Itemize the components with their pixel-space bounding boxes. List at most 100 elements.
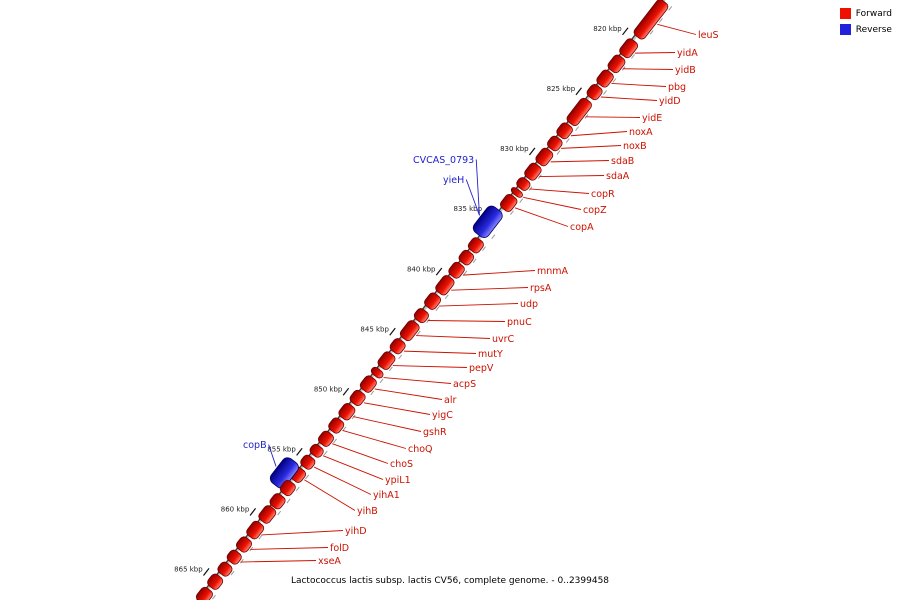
gene-label-choQ[interactable]: choQ	[408, 444, 433, 455]
gene-label-pbg[interactable]: pbg	[668, 82, 686, 93]
gene-box-sdaB[interactable]	[534, 146, 555, 167]
gene-box-pepV[interactable]	[376, 350, 397, 371]
gene-label-copB[interactable]: copB	[243, 440, 267, 451]
genome-title: Lactococcus lactis subsp. lactis CV56, c…	[290, 576, 610, 586]
major-tick-865	[203, 568, 210, 576]
leader-line-yihA1	[313, 466, 372, 495]
gene-label-yihD[interactable]: yihD	[345, 526, 367, 537]
minor-tick-853	[333, 438, 337, 444]
gene-box-copR[interactable]	[515, 176, 532, 192]
gene-label-yigC[interactable]: yigC	[432, 410, 453, 421]
gene-label-copR[interactable]: copR	[591, 189, 615, 200]
gene-label-sdaA[interactable]: sdaA	[606, 171, 630, 182]
tick-label-850: 850 kbp	[314, 385, 343, 393]
gene-box-unlabeled[interactable]	[206, 572, 225, 591]
minor-tick-821	[631, 54, 635, 59]
gene-box-copA[interactable]	[499, 193, 519, 214]
gene-label-leuS[interactable]: leuS	[698, 30, 719, 41]
gene-label-udp[interactable]: udp	[520, 299, 538, 310]
leader-line-pnuC	[427, 320, 506, 322]
gene-label-yidE[interactable]: yidE	[642, 113, 662, 124]
gene-box-rpsA[interactable]	[434, 274, 456, 297]
gene-box-unlabeled[interactable]	[268, 492, 287, 511]
gene-label-yidB[interactable]: yidB	[675, 65, 696, 76]
gene-label-copZ[interactable]: copZ	[583, 205, 607, 216]
gene-label-yidA[interactable]: yidA	[677, 48, 698, 59]
minor-tick-864	[230, 570, 235, 576]
gene-box-acpS[interactable]	[370, 366, 385, 380]
gene-box-uvrC[interactable]	[399, 319, 421, 343]
gene-box-unlabeled[interactable]	[257, 504, 278, 525]
gene-box-sdaA[interactable]	[523, 161, 543, 182]
gene-box-mnmA[interactable]	[447, 261, 466, 280]
gene-box-copB[interactable]	[268, 455, 301, 490]
gene-box-unlabeled[interactable]	[467, 236, 486, 255]
gene-label-CVCAS_0793[interactable]: CVCAS_0793	[413, 155, 474, 166]
gene-label-choS[interactable]: choS	[390, 459, 413, 470]
gene-box-unlabeled[interactable]	[278, 479, 297, 498]
gene-label-noxB[interactable]: noxB	[623, 141, 647, 152]
gene-box-copZ[interactable]	[510, 186, 524, 199]
tick-label-825: 825 kbp	[547, 85, 576, 93]
gene-label-copA[interactable]: copA	[570, 222, 594, 233]
gene-label-yieH[interactable]: yieH	[443, 175, 464, 186]
legend-forward-label: Forward	[855, 8, 892, 19]
gene-box-choS[interactable]	[317, 429, 336, 448]
leader-line-yidE	[585, 116, 641, 118]
minor-tick-859	[277, 510, 282, 516]
gene-label-alr[interactable]: alr	[444, 395, 456, 406]
gene-box-leuS[interactable]	[632, 0, 669, 41]
leader-line-sdaB	[550, 160, 610, 163]
gene-label-yidD[interactable]: yidD	[659, 96, 681, 107]
gene-box-alr[interactable]	[359, 374, 379, 394]
gene-box-folD[interactable]	[235, 535, 254, 554]
gene-label-mutY[interactable]: mutY	[478, 349, 503, 360]
gene-box-mutY[interactable]	[388, 337, 407, 356]
gene-label-uvrC[interactable]: uvrC	[492, 334, 515, 345]
gene-label-noxA[interactable]: noxA	[629, 127, 653, 138]
leader-line-pepV	[392, 365, 468, 368]
gene-box-yigC[interactable]	[348, 389, 367, 408]
gene-box-choQ[interactable]	[327, 416, 346, 435]
gene-box-yihD[interactable]	[245, 519, 266, 540]
leader-line-rpsA	[451, 287, 529, 291]
gene-label-yihA1[interactable]: yihA1	[373, 490, 400, 501]
gene-label-yihB[interactable]: yihB	[357, 506, 378, 517]
gene-box-ypiL1[interactable]	[308, 443, 325, 459]
gene-box-pnuC[interactable]	[413, 307, 431, 325]
gene-label-rpsA[interactable]: rpsA	[530, 283, 552, 294]
gene-box-yidB[interactable]	[606, 53, 627, 74]
gene-box-noxB[interactable]	[546, 134, 564, 152]
gene-box-udp[interactable]	[423, 291, 443, 311]
gene-label-sdaB[interactable]: sdaB	[611, 156, 634, 167]
minor-tick-828	[565, 138, 570, 143]
gene-label-gshR[interactable]: gshR	[423, 427, 447, 438]
gene-box-yidD[interactable]	[585, 83, 604, 102]
gene-box-gshR[interactable]	[337, 402, 357, 422]
gene-box-noxA[interactable]	[555, 121, 574, 140]
leader-line-uvrC	[416, 335, 491, 339]
gene-label-mnmA[interactable]: mnmA	[537, 266, 569, 277]
gene-label-pepV[interactable]: pepV	[469, 363, 494, 374]
gene-label-folD[interactable]: folD	[330, 543, 349, 554]
gene-box-pbg[interactable]	[595, 68, 615, 89]
gene-box-xseA[interactable]	[225, 548, 243, 566]
gene-box-yieH[interactable]	[471, 204, 505, 240]
gene-box-unlabeled[interactable]	[457, 249, 475, 267]
leader-line-yieH	[465, 179, 480, 216]
tick-label-840: 840 kbp	[407, 265, 436, 273]
gene-label-xseA[interactable]: xseA	[318, 556, 341, 567]
leader-line-mutY	[403, 350, 477, 354]
gene-label-ypiL1[interactable]: ypiL1	[385, 475, 411, 486]
leader-line-choQ	[342, 430, 407, 449]
gene-label-acpS[interactable]: acpS	[453, 379, 476, 390]
gene-box-yidE[interactable]	[565, 97, 593, 128]
gene-box-yihA1[interactable]	[299, 453, 317, 471]
gene-label-pnuC[interactable]: pnuC	[507, 317, 532, 328]
minor-tick-823	[612, 78, 617, 83]
gene-box-unlabeled[interactable]	[216, 560, 234, 578]
major-tick-860	[249, 507, 257, 516]
gene-box-yidA[interactable]	[618, 37, 639, 59]
minor-tick-842	[435, 306, 440, 312]
